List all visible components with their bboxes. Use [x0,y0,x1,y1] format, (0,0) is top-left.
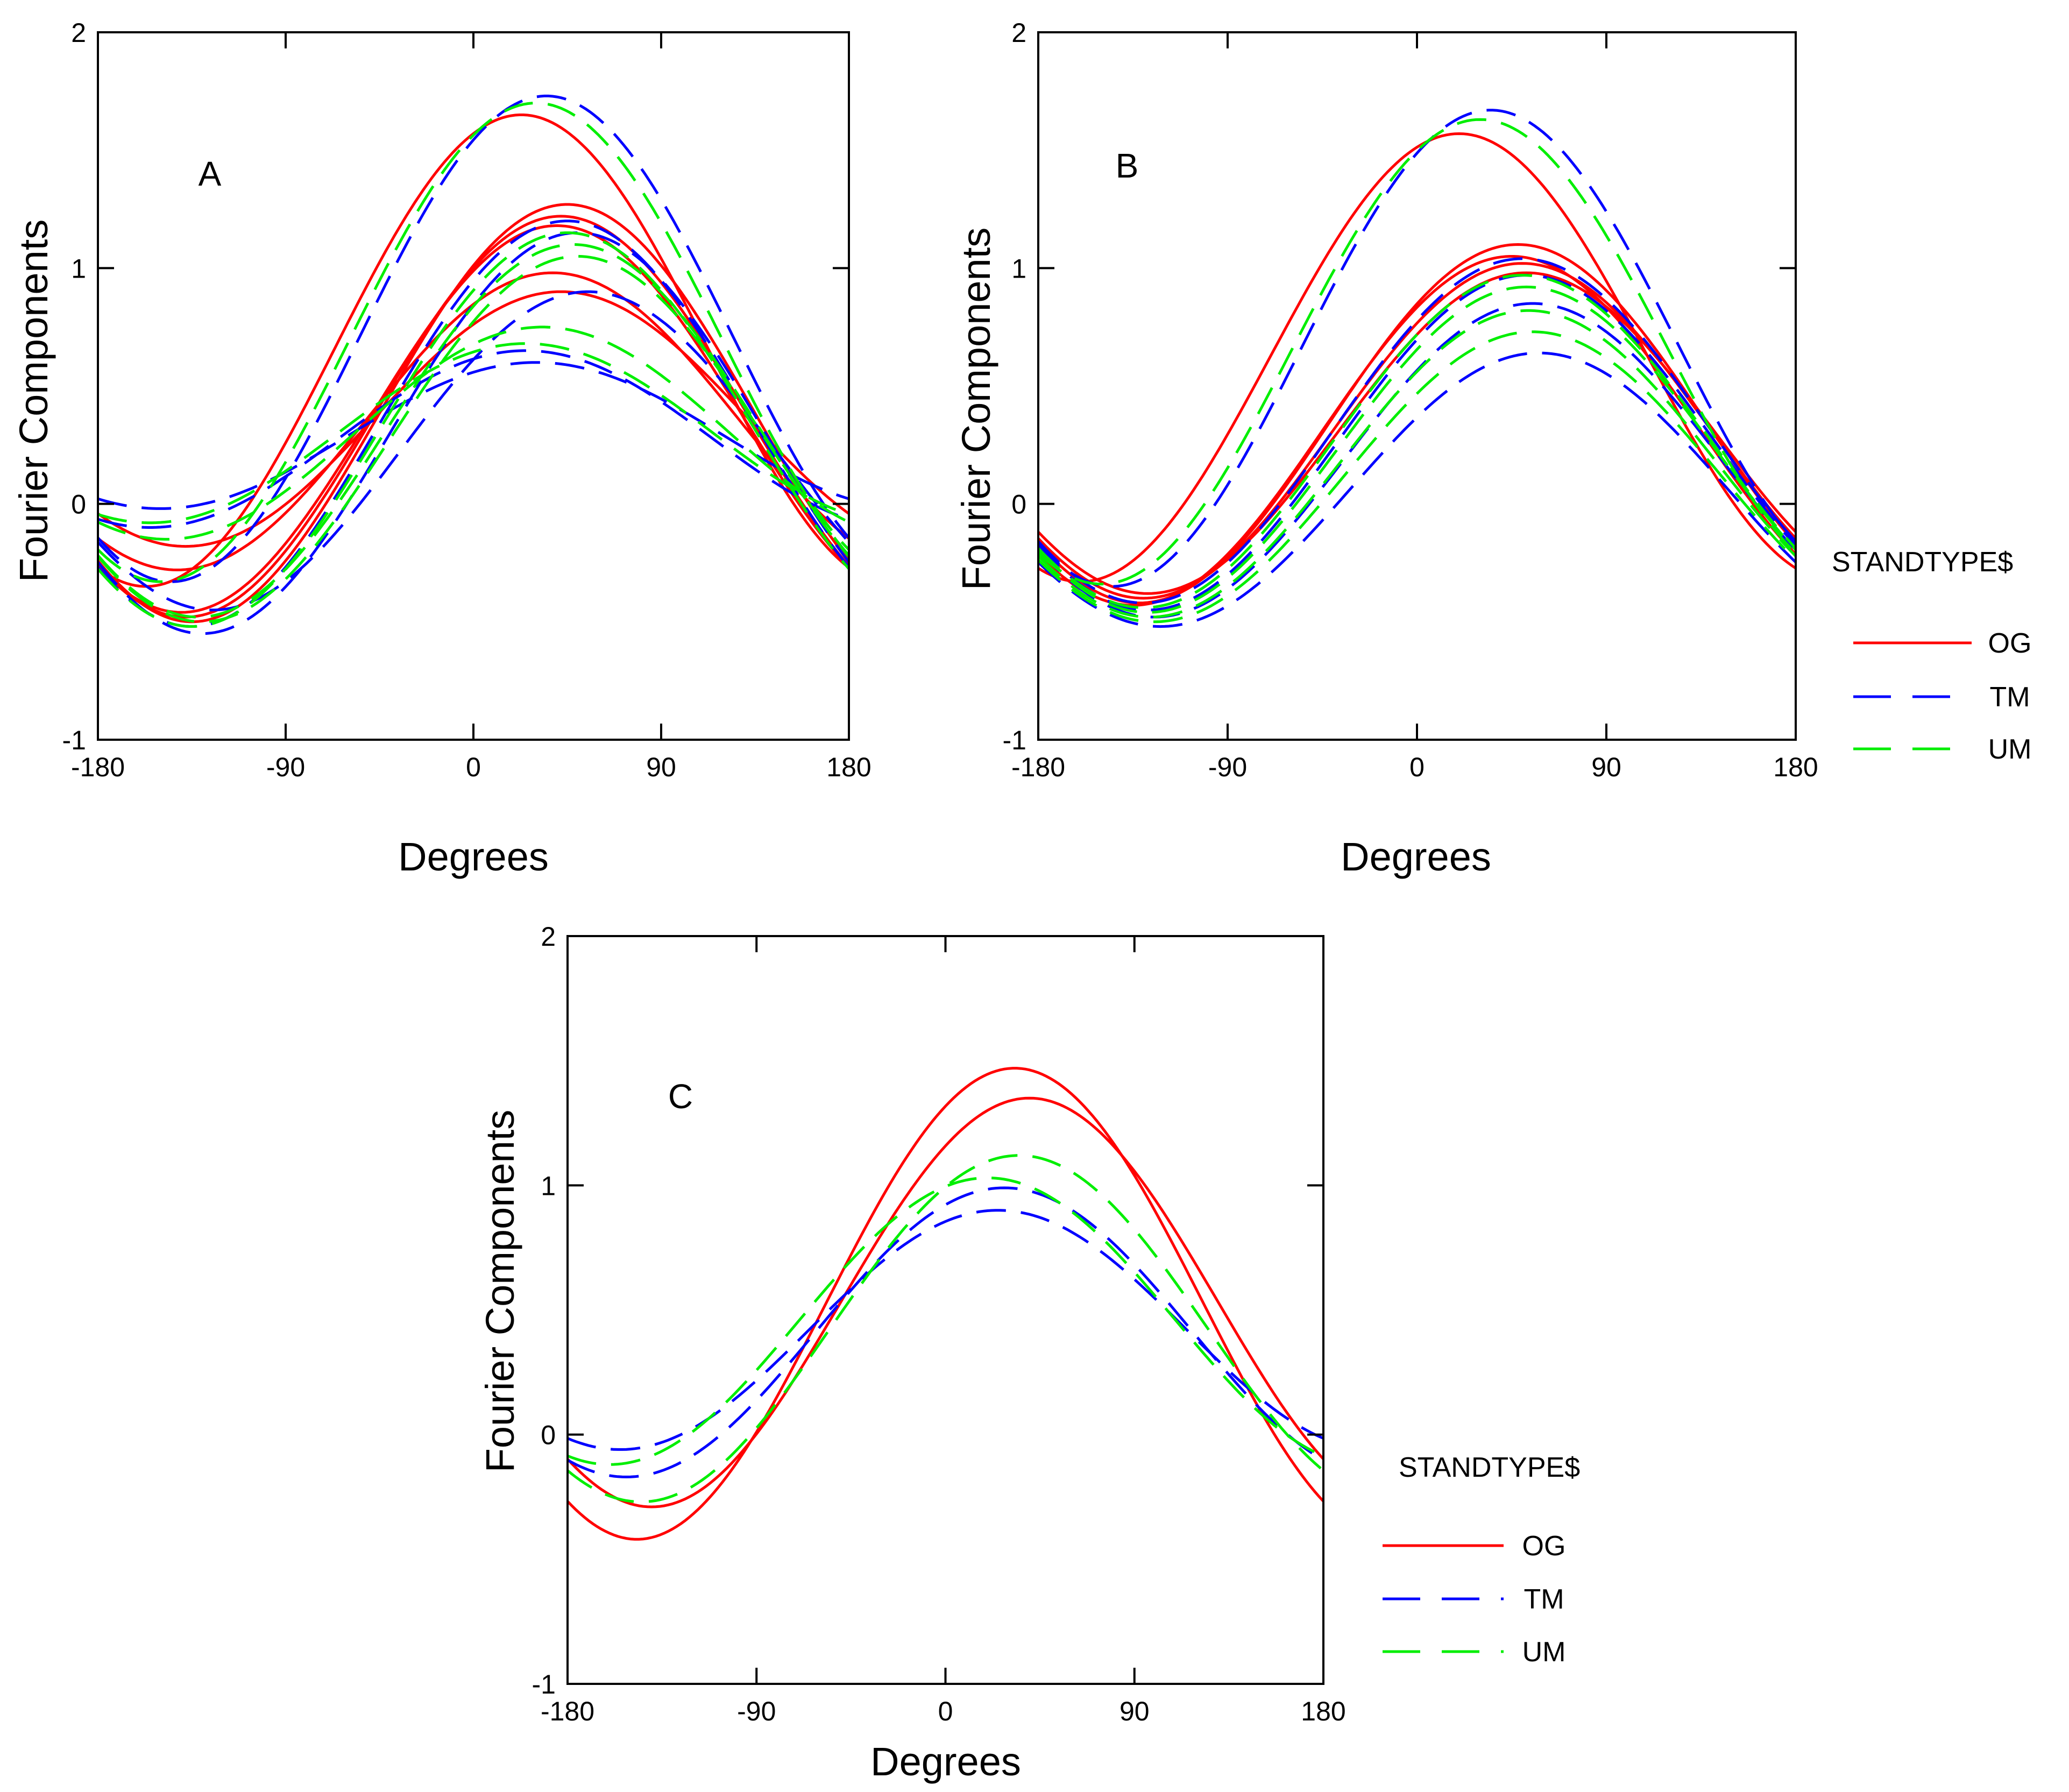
x-tick-label: -180 [541,1696,594,1726]
curves [1038,109,1796,628]
y-axis-title: Fourier Components [11,219,56,583]
legend-title: STANDTYPE$ [1399,1452,1580,1483]
series-tm-8 [98,219,849,628]
x-tick-label: -90 [266,752,305,782]
series-og-5 [98,271,849,571]
legend-label-um: UM [1988,734,2032,765]
x-tick-label: -180 [71,752,125,782]
x-tick-label: 0 [466,752,481,782]
x-axis-title: Degrees [398,834,549,879]
series-um-5 [568,1154,1323,1504]
legend-title: STANDTYPE$ [1832,547,2013,578]
series-um-6 [568,1176,1323,1466]
series-um-14 [1038,309,1796,619]
series-og-6 [98,290,849,548]
panel-letter: B [1116,146,1139,185]
x-tick-label: 90 [646,752,676,782]
series-um-16 [98,254,849,624]
panel-c: -180 -90 0 90 180 -1 0 1 2 Degrees Fourier Compone… [478,922,1580,1784]
series-tm-11 [98,349,849,529]
series-tm-10 [1038,351,1796,628]
curves [98,94,849,635]
legend-label-tm: TM [1524,1584,1564,1615]
x-tick-label: 0 [938,1696,953,1726]
x-tick-label: 180 [1301,1696,1345,1726]
plot-frame [566,935,1324,1685]
series-um-18 [98,342,849,525]
x-tick-label: 90 [1119,1696,1150,1726]
series-um-11 [1038,118,1796,586]
legend-label-tm: TM [1989,682,2030,713]
series-um-15 [98,243,849,619]
y-tick-label: 1 [1011,253,1026,284]
series-tm-3 [568,1186,1323,1478]
x-axis-title: Degrees [870,1739,1021,1784]
series-um-15 [1038,330,1796,624]
x-tick-label: 180 [826,752,871,782]
y-tick-label: 0 [1011,490,1026,520]
y-tick-label: 1 [541,1171,556,1201]
legend-label-og: OG [1522,1531,1566,1562]
series-tm-7 [1038,257,1796,605]
y-tick-label: 0 [541,1420,556,1450]
y-tick-label: 2 [541,922,556,952]
series-og-1 [568,1067,1323,1541]
legend: STANDTYPE$ OG TM UM [1832,547,2031,765]
y-tick-label: 2 [1011,18,1026,48]
x-tick-label: -90 [1208,752,1247,782]
x-tick-label: -180 [1011,752,1065,782]
y-tick-label: 2 [71,18,86,48]
series-um-17 [98,325,849,541]
y-tick-label: -1 [532,1669,556,1699]
y-tick-label: 0 [71,490,86,520]
x-tick-label: -90 [737,1696,776,1726]
x-tick-label: 180 [1773,752,1818,782]
x-axis-title: Degrees [1341,834,1491,879]
y-tick-label: -1 [62,725,86,755]
series-um-13 [1038,285,1796,614]
y-axis-title: Fourier Components [478,1110,522,1473]
y-tick-label: 1 [71,253,86,284]
series-um-13 [98,101,849,583]
series-og-1 [1038,132,1796,583]
series-tm-6 [1038,109,1796,588]
series-og-2 [98,203,849,624]
x-tick-label: 90 [1591,752,1621,782]
panel-a: -180 -90 0 90 180 -1 0 1 2 Degrees Fourier Compone… [11,18,871,879]
y-tick-label: -1 [1003,725,1026,755]
series-tm-9 [98,231,849,635]
series-og-5 [1038,271,1796,595]
legend-label-um: UM [1522,1637,1566,1668]
y-axis-title: Fourier Components [954,228,998,591]
series-um-14 [98,231,849,628]
series-tm-4 [568,1209,1323,1451]
series-og-2 [1038,243,1796,605]
panel-letter: A [199,154,222,193]
series-tm-12 [98,361,849,510]
panel-b: -180 -90 0 90 180 -1 0 1 2 Degrees Fourier Compone… [954,18,2031,879]
x-tick-label: 0 [1409,752,1425,782]
legend: STANDTYPE$ OG TM UM [1383,1452,1580,1668]
legend-label-og: OG [1988,628,2032,659]
series-um-12 [1038,273,1796,610]
series-og-2 [568,1096,1323,1508]
curves [568,1067,1323,1541]
panel-letter: C [668,1077,693,1116]
series-tm-8 [1038,273,1796,612]
series-tm-7 [98,94,849,583]
